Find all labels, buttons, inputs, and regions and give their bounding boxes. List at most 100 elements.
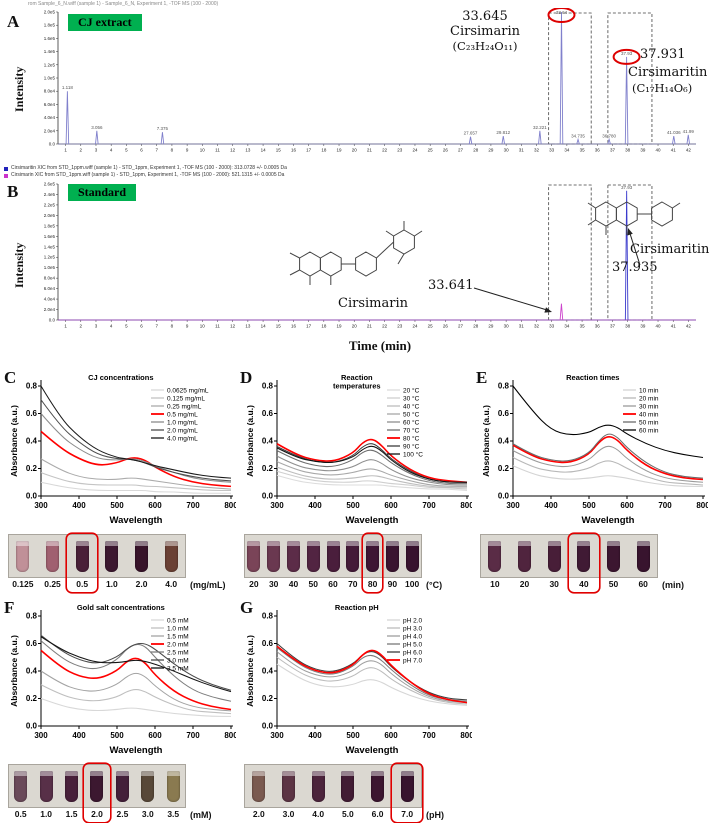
- svg-text:2: 2: [80, 148, 83, 153]
- svg-text:20: 20: [352, 324, 358, 329]
- tube-value-label: 10: [490, 579, 500, 589]
- svg-text:600: 600: [384, 501, 398, 510]
- svg-text:700: 700: [186, 731, 200, 740]
- x-axis-label: Wavelength: [110, 745, 163, 756]
- svg-text:500: 500: [110, 501, 124, 510]
- tube-cap: [115, 771, 129, 776]
- y-axis-label: Absorbance (a.u.): [9, 405, 19, 477]
- svg-text:1.6e5: 1.6e5: [44, 234, 56, 239]
- svg-text:12: 12: [230, 148, 236, 153]
- svg-text:6.0e4: 6.0e4: [44, 102, 56, 107]
- tube-sample: 20: [510, 534, 540, 592]
- panel-b-badge: Standard: [68, 184, 137, 201]
- svg-text:300: 300: [270, 501, 284, 510]
- svg-text:1.6e5: 1.6e5: [44, 36, 56, 41]
- peak: [607, 137, 611, 145]
- tube-cap: [16, 541, 30, 546]
- peak: [576, 137, 580, 145]
- svg-text:38: 38: [625, 148, 631, 153]
- svg-text:0.8: 0.8: [262, 612, 274, 621]
- tube-cap: [166, 771, 180, 776]
- peak: [559, 11, 564, 145]
- series-line: [276, 445, 467, 483]
- svg-text:1.8e5: 1.8e5: [44, 23, 56, 28]
- legend-entry: 2.5 mM: [167, 649, 189, 656]
- panel-e: E 300 400 500 600 700 800 0.0 0.2 0.4 0.6 0.8 React…: [474, 368, 708, 596]
- svg-text:600: 600: [620, 501, 634, 510]
- svg-text:27: 27: [458, 148, 464, 153]
- legend-entry: 3.0 mM: [167, 657, 189, 664]
- series-line: [512, 433, 704, 479]
- tube-sample: 4.0: [303, 764, 333, 822]
- tube-strip-g: 2.0 3.0 4.0 5.0 6.0 7.0 (pH): [244, 764, 468, 822]
- tube-value-label: 0.25: [44, 579, 61, 589]
- svg-text:1.2e5: 1.2e5: [44, 255, 56, 260]
- cirsimaritin-rt-a: 37.931: [640, 47, 686, 62]
- tube: [366, 541, 380, 572]
- spectra-chart-e: 300 400 500 600 700 800 0.0 0.2 0.4 0.6 0.8 Reactio…: [481, 373, 708, 526]
- y-axis-label: Absorbance (a.u.): [245, 635, 255, 707]
- tube-sample: 0.25: [38, 534, 68, 592]
- legend-entry: pH 2.0: [403, 617, 423, 624]
- blue-marker-icon: [4, 166, 8, 171]
- svg-text:26: 26: [443, 148, 449, 153]
- peak: [624, 190, 629, 321]
- legend-entry: 40 min: [639, 411, 659, 418]
- series-line: [40, 649, 232, 711]
- tube-sample: 10: [480, 534, 510, 592]
- svg-text:0.6: 0.6: [262, 409, 274, 418]
- tube: [518, 541, 531, 572]
- legend-entry: pH 4.0: [403, 633, 423, 640]
- tube-value-label: 1.5: [65, 809, 78, 819]
- svg-text:1.8e5: 1.8e5: [44, 223, 56, 228]
- tube-value-label: 1.0: [105, 579, 118, 589]
- tube-sample: 40: [284, 534, 304, 592]
- svg-text:11: 11: [215, 148, 220, 153]
- peak-label: 27.657: [464, 131, 478, 136]
- legend-entry: pH 6.0: [403, 649, 423, 656]
- tube: [385, 541, 399, 572]
- annotation-cirsimarin-a: 33.645 Cirsimarin (C₂₃H₂₄O₁₁): [425, 9, 545, 53]
- svg-text:28: 28: [473, 324, 479, 329]
- panel-a-ylabel: Intensity: [12, 66, 26, 112]
- svg-text:7: 7: [155, 148, 158, 153]
- series-line: [276, 438, 468, 484]
- svg-text:0.6: 0.6: [26, 639, 38, 648]
- tube: [75, 541, 89, 572]
- svg-text:40: 40: [656, 148, 662, 153]
- tube: [547, 541, 561, 572]
- svg-text:22: 22: [382, 324, 388, 329]
- tube-value-label: 7.0: [401, 809, 414, 819]
- red-highlight-oval: [612, 48, 641, 65]
- svg-text:300: 300: [34, 501, 48, 510]
- svg-text:400: 400: [72, 731, 86, 740]
- y-axis-label: Absorbance (a.u.): [481, 405, 491, 477]
- tube: [105, 541, 119, 572]
- tube: [371, 771, 385, 802]
- panel-b-label: B: [7, 182, 19, 201]
- tube-value-label: 6.0: [371, 809, 384, 819]
- peak-label: 37.93: [621, 51, 633, 56]
- cirsimarin-structure: [289, 221, 423, 285]
- svg-text:3: 3: [95, 324, 98, 329]
- legend-entry: 50 °C: [403, 410, 420, 418]
- tube-value-label: 40: [579, 579, 589, 589]
- panel-b-ylabel: Intensity: [12, 242, 26, 288]
- xic-legend-text-1: Cirsimaritin XIC from STD_1ppm.wiff (sam…: [11, 165, 287, 171]
- series-line: [40, 458, 232, 490]
- series-line: [276, 656, 468, 705]
- svg-text:0.0: 0.0: [26, 492, 38, 501]
- svg-text:6: 6: [140, 324, 143, 329]
- tube: [14, 771, 28, 802]
- svg-text:23: 23: [397, 148, 403, 153]
- svg-text:11: 11: [215, 324, 220, 329]
- svg-text:34: 34: [564, 148, 570, 153]
- xic-legend-line-2: Cirsimarin XIC from STD_1ppm.wiff (sampl…: [4, 172, 287, 179]
- tube-sample: 2.5: [110, 764, 135, 822]
- svg-text:42: 42: [686, 148, 692, 153]
- svg-text:27: 27: [458, 324, 464, 329]
- series-line: [40, 399, 232, 482]
- tube-value-label: 30: [549, 579, 559, 589]
- tube-sample: 60: [323, 534, 343, 592]
- chart-title: Gold salt concentrations: [77, 603, 165, 612]
